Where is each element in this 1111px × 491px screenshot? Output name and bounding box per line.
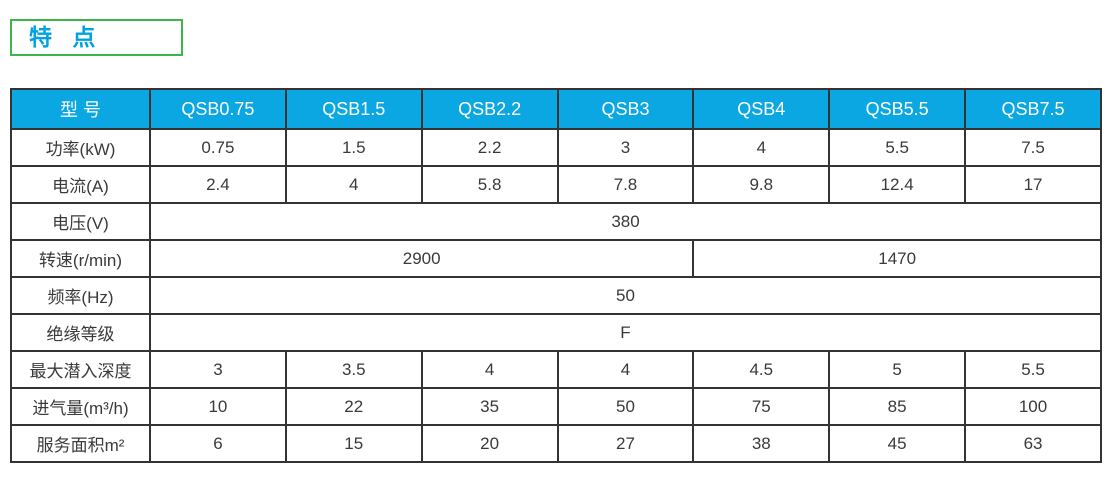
cell-merged: 1470 (692, 239, 1102, 278)
header-model-qsb75: QSB7.5 (964, 88, 1102, 130)
cell: 85 (828, 387, 967, 426)
table-row-air-intake: 进气量(m³/h) 10 22 35 50 75 85 100 (10, 387, 1102, 426)
cell: 4.5 (692, 350, 831, 389)
table-row-service-area: 服务面积m² 6 15 20 27 38 45 63 (10, 424, 1102, 463)
cell-merged: F (149, 313, 1102, 352)
cell: 9.8 (692, 165, 831, 204)
header-model-qsb3: QSB3 (556, 88, 695, 130)
cell: 7.8 (556, 165, 695, 204)
cell-merged: 2900 (148, 239, 695, 278)
cell: 2.2 (420, 128, 559, 167)
cell: 5 (828, 350, 967, 389)
cell: 4 (420, 350, 559, 389)
cell: 15 (284, 424, 423, 463)
cell: 5.5 (828, 128, 967, 167)
row-label: 转速(r/min) (10, 239, 151, 278)
table-row-voltage: 电压(V) 380 (10, 202, 1102, 241)
cell: 22 (284, 387, 423, 426)
header-model-qsb22: QSB2.2 (420, 88, 559, 130)
cell: 100 (964, 387, 1102, 426)
row-label: 功率(kW) (10, 128, 151, 167)
table-row-insulation: 绝缘等级 F (10, 313, 1102, 352)
cell: 12.4 (828, 165, 967, 204)
table-header-row: 型 号 QSB0.75 QSB1.5 QSB2.2 QSB3 QSB4 QSB5… (10, 88, 1102, 130)
header-model-qsb55: QSB5.5 (828, 88, 967, 130)
table-row-max-depth: 最大潜入深度 3 3.5 4 4 4.5 5 5.5 (10, 350, 1102, 389)
cell: 3.5 (284, 350, 423, 389)
cell: 50 (556, 387, 695, 426)
cell-merged: 50 (149, 276, 1102, 315)
cell: 20 (420, 424, 559, 463)
cell: 10 (149, 387, 287, 426)
section-title-box: 特 点 (10, 19, 183, 56)
table-row-power: 功率(kW) 0.75 1.5 2.2 3 4 5.5 7.5 (10, 128, 1102, 167)
cell: 3 (556, 128, 695, 167)
section-title: 特 点 (29, 24, 103, 50)
table-row-frequency: 频率(Hz) 50 (10, 276, 1102, 315)
cell-merged: 380 (149, 202, 1102, 241)
cell: 4 (692, 128, 831, 167)
cell: 27 (556, 424, 695, 463)
cell: 35 (420, 387, 559, 426)
header-model-qsb15: QSB1.5 (284, 88, 423, 130)
row-label: 最大潜入深度 (10, 350, 151, 389)
cell: 7.5 (964, 128, 1102, 167)
header-model-label: 型 号 (10, 88, 151, 130)
cell: 63 (964, 424, 1102, 463)
row-label: 电压(V) (10, 202, 151, 241)
table-row-current: 电流(A) 2.4 4 5.8 7.8 9.8 12.4 17 (10, 165, 1102, 204)
cell: 5.5 (964, 350, 1102, 389)
row-label: 服务面积m² (10, 424, 151, 463)
header-model-qsb4: QSB4 (692, 88, 831, 130)
cell: 1.5 (284, 128, 423, 167)
row-label: 频率(Hz) (10, 276, 151, 315)
cell: 0.75 (149, 128, 287, 167)
table-row-speed: 转速(r/min) 2900 1470 (10, 239, 1102, 278)
cell: 17 (964, 165, 1102, 204)
cell: 6 (149, 424, 287, 463)
cell: 4 (284, 165, 423, 204)
cell: 2.4 (149, 165, 287, 204)
cell: 38 (692, 424, 831, 463)
cell: 4 (556, 350, 695, 389)
cell: 75 (692, 387, 831, 426)
row-label: 进气量(m³/h) (10, 387, 151, 426)
row-label: 电流(A) (10, 165, 151, 204)
cell: 45 (828, 424, 967, 463)
spec-table: 型 号 QSB0.75 QSB1.5 QSB2.2 QSB3 QSB4 QSB5… (10, 88, 1102, 463)
row-label: 绝缘等级 (10, 313, 151, 352)
cell: 5.8 (420, 165, 559, 204)
header-model-qsb075: QSB0.75 (149, 88, 287, 130)
cell: 3 (149, 350, 287, 389)
